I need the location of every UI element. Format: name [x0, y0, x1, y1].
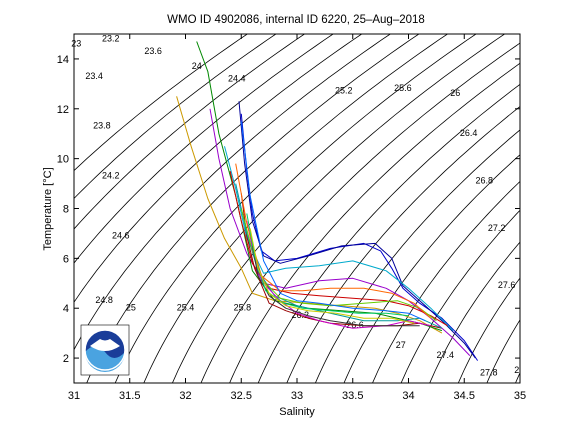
profile-series: [177, 42, 478, 361]
isopycnal-line: [82, 22, 438, 396]
isopycnal-label: 24.6: [112, 230, 130, 240]
profile-line: [250, 228, 414, 323]
isopycnal-line: [539, 22, 576, 396]
isopycnal-label: 25.2: [335, 86, 353, 96]
isopycnal-label: 27.6: [498, 280, 516, 290]
isopycnal-line: [167, 22, 523, 396]
y-tick-label: 12: [57, 104, 69, 116]
y-tick-label: 6: [63, 253, 69, 265]
isopycnal-line: [196, 22, 552, 396]
x-tick-label: 31: [68, 390, 80, 402]
isopycnal-label: 23.6: [144, 46, 162, 56]
isopycnal-label: 26: [450, 88, 460, 98]
isopycnal-line: [568, 22, 576, 396]
x-tick-label: 34: [402, 390, 414, 402]
y-tick-label: 8: [63, 204, 69, 216]
y-tick-label: 10: [57, 154, 69, 166]
x-tick-label: 34.5: [454, 390, 475, 402]
isopycnal-label: 26.4: [460, 128, 478, 138]
y-tick-label: 2: [63, 353, 69, 365]
y-axis-label: Temperature [°C]: [42, 167, 54, 250]
isopycnal-label: 23.4: [85, 71, 103, 81]
isopycnal-line: [110, 22, 466, 396]
isopycnal-line: [482, 22, 576, 396]
profile-line: [230, 171, 447, 326]
isopycnal-label: 23.8: [93, 121, 111, 131]
y-tick-label: 14: [57, 54, 69, 66]
x-tick-label: 33.5: [342, 390, 363, 402]
isopycnal-line: [396, 22, 576, 396]
x-tick-label: 32: [179, 390, 191, 402]
x-tick-label: 33: [291, 390, 303, 402]
isopycnal-label: 24.4: [228, 73, 246, 83]
x-axis-label: Salinity: [279, 406, 315, 418]
plot-frame: [74, 34, 520, 383]
isopycnal-label: 24: [192, 61, 202, 71]
isopycnal-labels: 23 23.2 23.4 23.6 23.8 24 24.2 24.4 24.6 24.8 25 25…: [71, 33, 519, 377]
chart-title: WMO ID 4902086, internal ID 6220, 25–Aug…: [167, 14, 425, 26]
x-tick-label: 31.5: [119, 390, 140, 402]
isopycnal-label: 24.8: [95, 295, 113, 305]
profile-line: [241, 194, 442, 329]
isopycnal-label: 27.8: [480, 367, 498, 377]
isopycnal-label: 24.2: [102, 170, 120, 180]
noaa-logo: [81, 325, 129, 375]
isopycnal-label: 25.4: [177, 303, 195, 313]
isopycnal-line: [282, 22, 576, 396]
isopycnal-line: [339, 22, 576, 396]
isopycnal-label: 27.4: [437, 350, 455, 360]
isopycnal-label: 23: [71, 38, 81, 48]
isopycnal-line: [0, 22, 266, 396]
isopycnal-label: 23.2: [102, 33, 120, 43]
y-tick-label: 4: [63, 303, 69, 315]
isopycnal-label: 27: [396, 340, 406, 350]
x-tick-label: 35: [514, 390, 526, 402]
isopycnal-label: 25.8: [234, 303, 252, 313]
x-tick-label: 32.5: [231, 390, 252, 402]
isopycnal-label: 25.6: [394, 83, 412, 93]
isopycnal-line: [139, 22, 495, 396]
isopycnal-label: 2: [514, 365, 519, 375]
profile-line: [236, 164, 431, 319]
profile-line: [241, 121, 425, 320]
isopycnal-label: 27.2: [488, 223, 506, 233]
isopycnal-label: 25: [126, 303, 136, 313]
isopycnal-label: 26.8: [476, 175, 494, 185]
